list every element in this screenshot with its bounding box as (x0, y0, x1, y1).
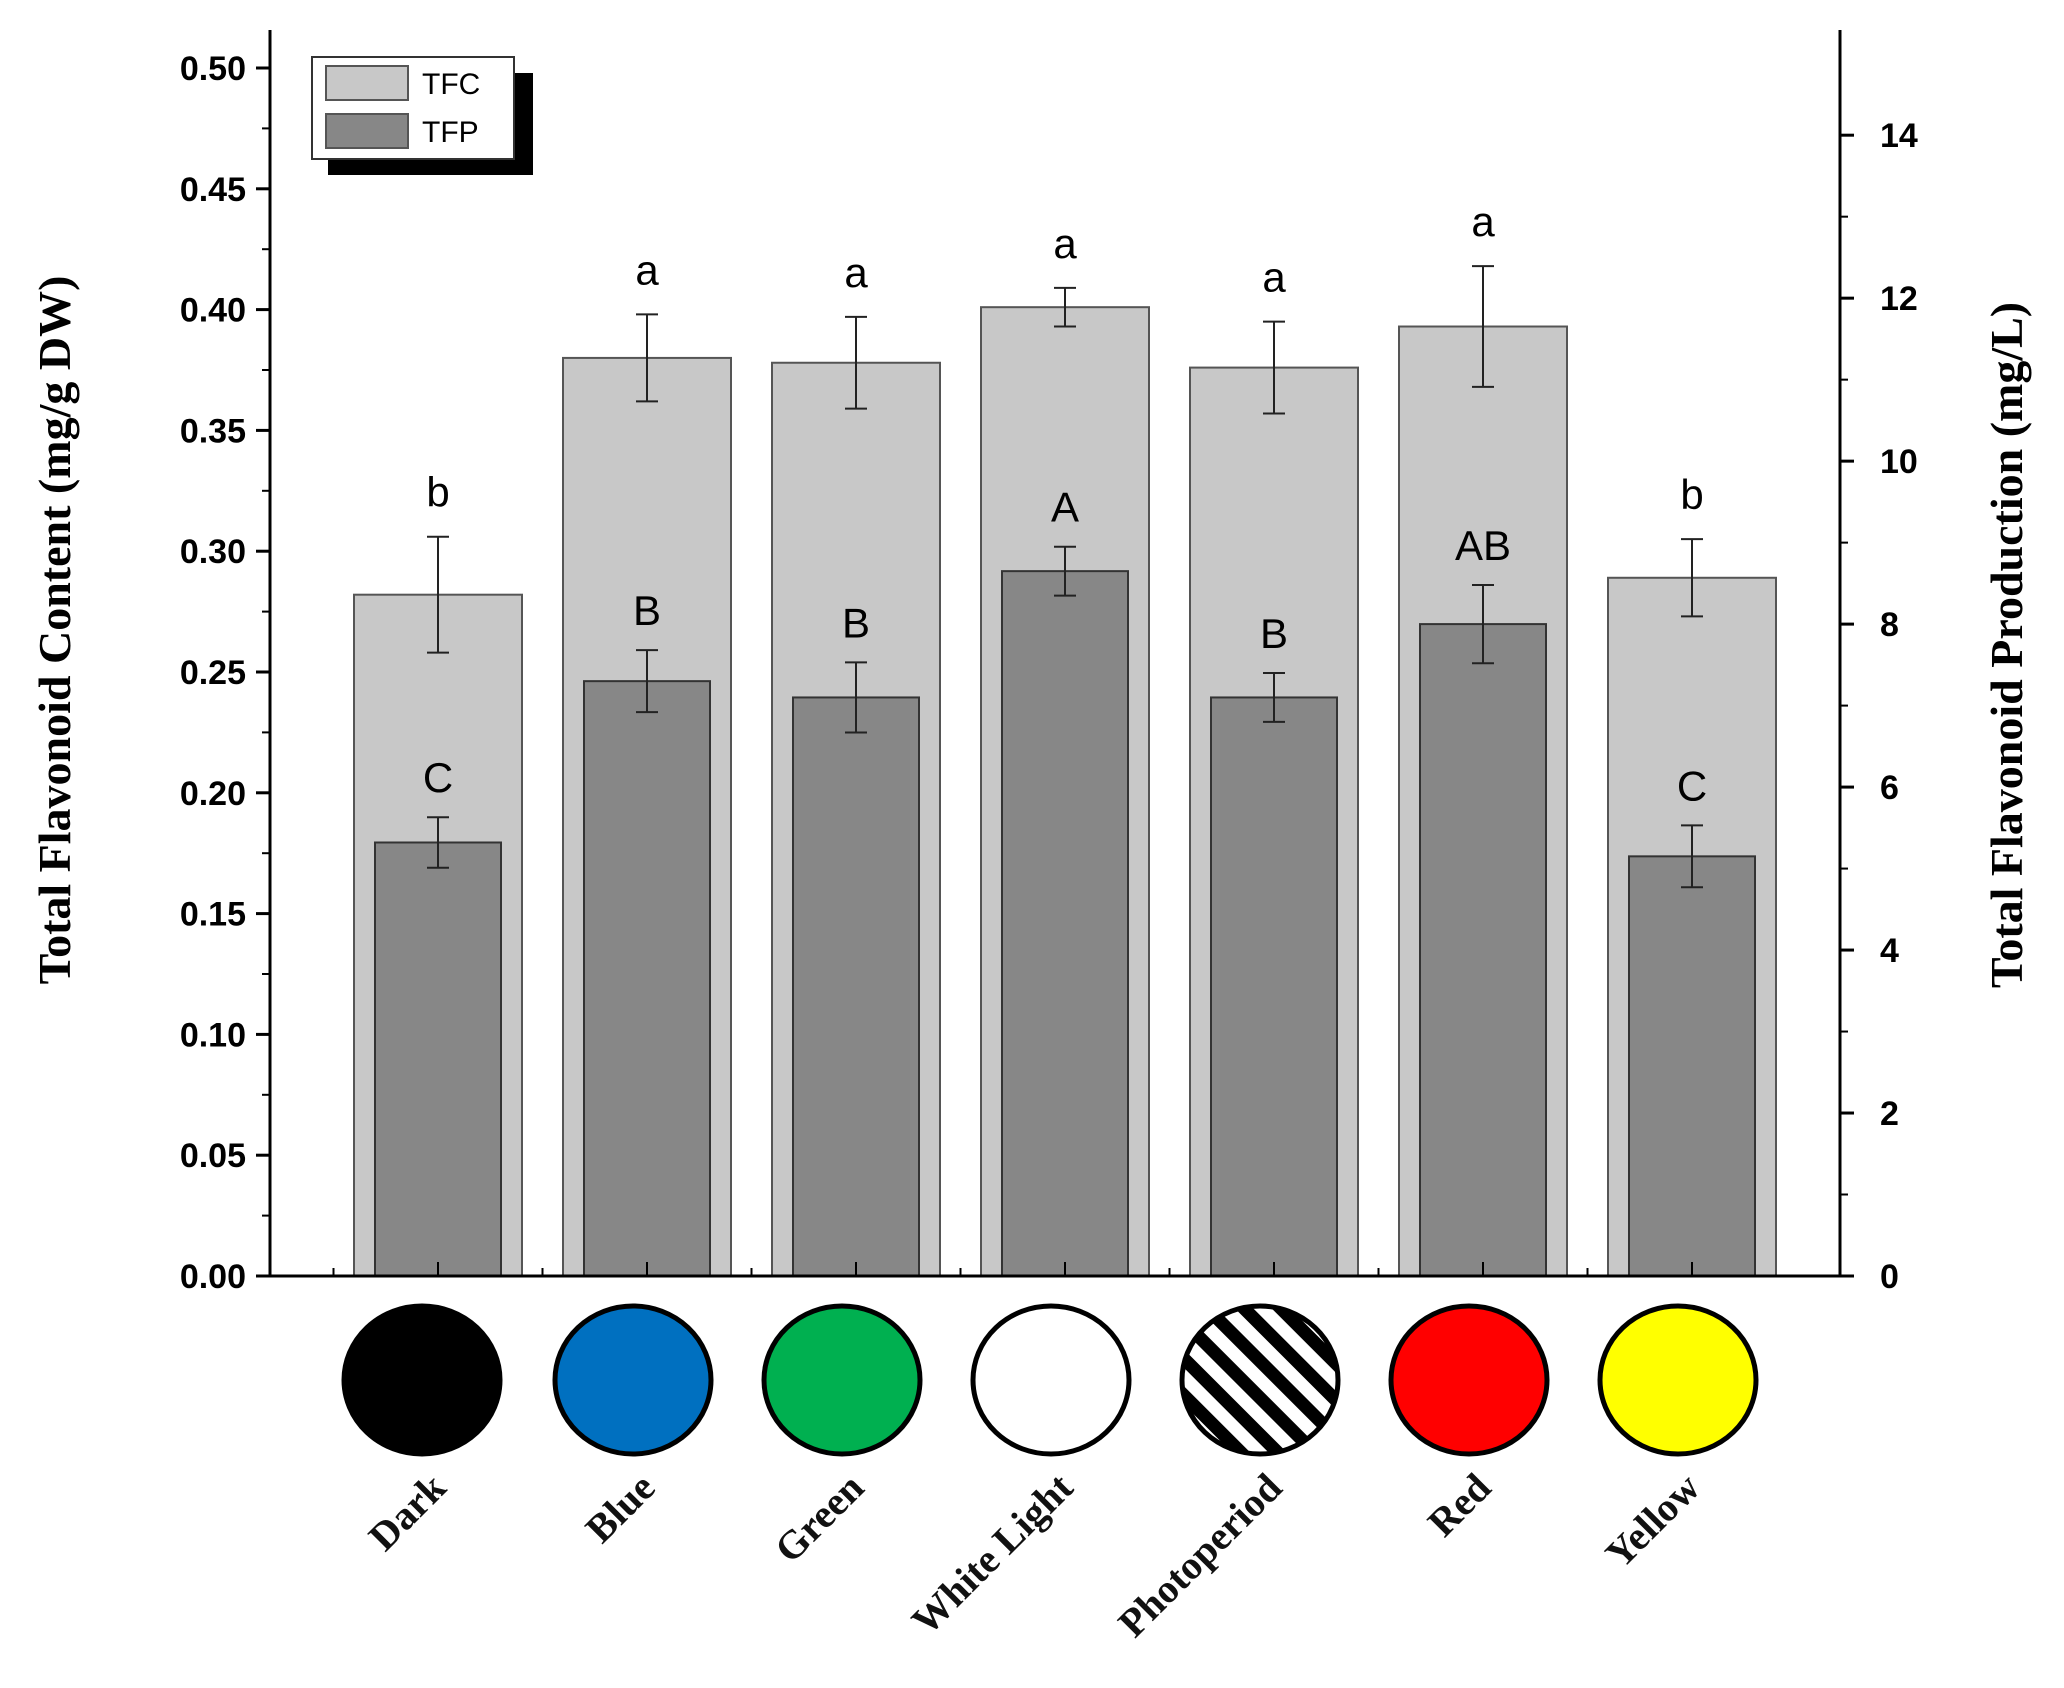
tfp-bar (1210, 696, 1338, 1277)
tfc-error-bar (1472, 265, 1494, 388)
left-tick-label: 0.25 (180, 654, 246, 692)
tfc-significance-label: a (635, 246, 659, 293)
tfp-significance-label: A (1051, 484, 1079, 531)
category-label: Red (1419, 1465, 1500, 1546)
tfp-series (374, 570, 1756, 1277)
left-tick-label: 0.30 (180, 533, 246, 571)
tfp-bar (1628, 855, 1756, 1277)
legend-label-tfc: TFC (422, 68, 480, 101)
legend: TFC TFP (311, 56, 533, 175)
category-color-swatches (341, 1303, 1759, 1457)
legend-swatch-tfc (325, 65, 409, 101)
right-tick-label: 8 (1880, 606, 1899, 644)
tfp-significance-label: B (1260, 610, 1288, 657)
right-tick-label: 14 (1880, 117, 1918, 155)
left-axis-ticks: 0.00 0.05 0.10 0.15 0.20 0.25 0.30 0.35 0.40 0.45… (180, 50, 270, 1296)
right-tick-label: 4 (1880, 932, 1899, 970)
axes (268, 30, 1842, 1278)
tfc-error-bar (427, 535, 449, 654)
right-tick-label: 12 (1880, 280, 1918, 318)
tfp-significance-label: C (423, 754, 453, 801)
right-tick-label: 0 (1880, 1258, 1899, 1296)
tfp-significance-label: AB (1455, 522, 1511, 569)
left-axis-title: Total Flavonoid Content (mg/g DW) (29, 276, 80, 985)
right-axis-title: Total Flavonoid Production (mg/L) (1981, 302, 2032, 988)
left-tick-label: 0.05 (180, 1137, 246, 1175)
green-swatch (761, 1303, 923, 1457)
tfp-error-bar (845, 661, 867, 734)
right-tick-label: 10 (1880, 443, 1918, 481)
tfp-bar (1001, 570, 1129, 1277)
tfp-bar (374, 841, 502, 1277)
red-swatch (1388, 1303, 1550, 1457)
right-axis-ticks: 0 2 4 6 8 10 12 14 (1840, 117, 1918, 1296)
category-label: Blue (577, 1465, 664, 1552)
category-label: White Light (903, 1464, 1082, 1643)
left-tick-label: 0.00 (180, 1258, 246, 1296)
category-label: Photoperiod (1109, 1465, 1290, 1646)
left-tick-label: 0.10 (180, 1016, 246, 1054)
legend-label-tfp: TFP (422, 116, 479, 149)
tfp-error-bar (1472, 583, 1494, 665)
tfp-bar (792, 696, 920, 1277)
tfc-significance-label: a (844, 249, 868, 296)
tfc-error-bar (1263, 320, 1285, 415)
left-tick-label: 0.50 (180, 50, 246, 88)
tfc-error-bar (845, 315, 867, 410)
tfp-error-bar (427, 816, 449, 869)
category-label: Green (766, 1465, 873, 1572)
significance-labels: b Ca Ba Ba Aa Ba AB b C (423, 198, 1707, 809)
right-tick-label: 2 (1880, 1095, 1899, 1133)
tfc-significance-label: a (1053, 220, 1077, 267)
right-tick-label: 6 (1880, 769, 1899, 807)
tfp-bar (1419, 623, 1547, 1277)
tfc-error-bar (1681, 538, 1703, 618)
tfc-error-bar (1054, 286, 1076, 328)
yellow-swatch (1597, 1303, 1759, 1457)
tfp-error-bar (1054, 545, 1076, 597)
left-tick-label: 0.15 (180, 896, 246, 934)
left-tick-label: 0.35 (180, 412, 246, 450)
left-tick-label: 0.20 (180, 775, 246, 813)
tfc-error-bar (636, 313, 658, 403)
white-light-swatch (970, 1303, 1132, 1457)
tfp-error-bar (636, 649, 658, 714)
tfc-significance-label: a (1262, 254, 1286, 301)
tfc-significance-label: b (426, 469, 449, 516)
tfp-significance-label: C (1677, 762, 1707, 809)
category-label: Dark (360, 1464, 455, 1559)
blue-swatch (552, 1303, 714, 1457)
left-tick-label: 0.45 (180, 171, 246, 209)
tfc-significance-label: a (1471, 198, 1495, 245)
tfp-significance-label: B (842, 599, 870, 646)
photoperiod-swatch (1179, 1303, 1341, 1457)
tfc-significance-label: b (1680, 471, 1703, 518)
dark-swatch (341, 1303, 503, 1457)
tfp-significance-label: B (633, 587, 661, 634)
left-tick-label: 0.40 (180, 292, 246, 330)
category-labels: Dark Blue Green White Light Photoperiod Red Ye… (360, 1464, 1709, 1646)
category-label: Yellow (1596, 1464, 1708, 1576)
tfp-bar (583, 680, 711, 1277)
error-bars (427, 265, 1703, 889)
legend-swatch-tfp (325, 113, 409, 149)
tfp-error-bar (1263, 672, 1285, 723)
tfp-error-bar (1681, 824, 1703, 889)
